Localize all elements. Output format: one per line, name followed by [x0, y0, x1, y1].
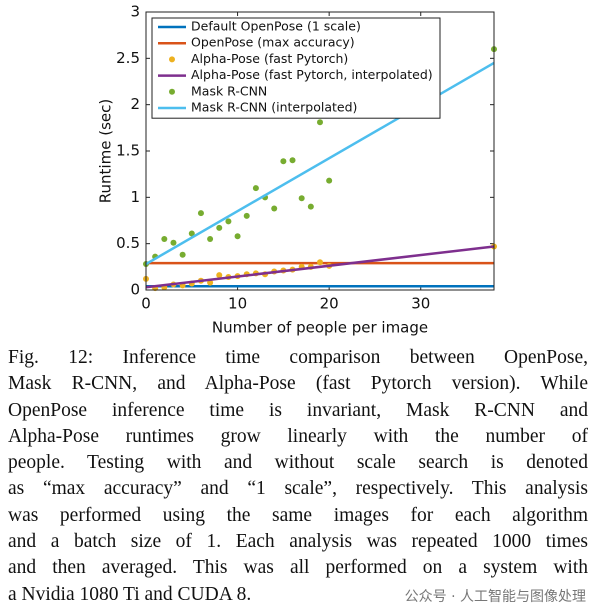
legend-label: Default OpenPose (1 scale) [191, 19, 361, 34]
legend-label: Alpha-Pose (fast Pytorch) [191, 51, 348, 66]
data-point [234, 233, 241, 240]
data-point [179, 251, 186, 258]
legend-swatch [169, 56, 175, 63]
data-point [298, 195, 305, 202]
plot-frame [145, 11, 495, 291]
legend-label: OpenPose (max accuracy) [191, 35, 355, 50]
data-point [317, 119, 323, 126]
data-point [252, 185, 259, 192]
data-point [161, 236, 168, 243]
caption-line: Fig. 12: Inference time comparison betwe… [8, 347, 588, 368]
data-point [243, 212, 250, 219]
x-tick-label: 10 [228, 295, 247, 313]
y-tick-label: 2 [130, 95, 140, 113]
caption-line: and a batch size of 1. Each analysis was… [8, 531, 588, 553]
caption-line: a Nvidia 1080 Ti and CUDA 8. [8, 583, 252, 605]
y-tick-label: 1.5 [116, 142, 140, 160]
x-tick-label: 0 [141, 295, 151, 313]
data-point [317, 259, 323, 266]
data-point [307, 203, 314, 210]
watermark: 公众号 · 人工智能与图像处理 [404, 586, 586, 606]
series-line [145, 245, 495, 289]
data-point [188, 230, 195, 237]
y-tick-label: 0.5 [116, 234, 140, 252]
legend-box [151, 17, 441, 119]
data-point [216, 272, 223, 279]
data-point [280, 158, 287, 165]
data-point [197, 210, 204, 217]
data-point [225, 218, 232, 225]
data-point [216, 224, 223, 231]
y-tick-label: 2.5 [116, 49, 140, 67]
caption-line: Mask R-CNN, and Alpha-Pose (fast Pytorch… [8, 373, 588, 395]
caption-line: was performed using the same images for … [8, 504, 588, 526]
caption: Fig. 12: Inference time comparison betwe… [8, 345, 588, 608]
data-point [207, 236, 214, 243]
x-axis-label: Number of people per image [212, 319, 428, 337]
data-point [326, 177, 333, 184]
caption-line: people. Testing with and without scale s… [8, 452, 588, 474]
caption-line: and then averaged. This was all performe… [8, 557, 588, 579]
y-tick-label: 0 [130, 281, 140, 299]
y-tick-label: 1 [130, 188, 140, 206]
y-tick-label: 3 [130, 3, 140, 21]
data-point [289, 157, 296, 164]
caption-line: Alpha-Pose runtimes grow linearly with t… [8, 425, 588, 447]
legend-swatch [169, 88, 175, 95]
legend-label: Mask R-CNN [191, 83, 267, 98]
data-point [170, 239, 177, 246]
caption-line: OpenPose inference time is invariant, Ma… [8, 399, 588, 421]
legend-label: Alpha-Pose (fast Pytorch, interpolated) [191, 67, 433, 82]
legend-label: Mask R-CNN (interpolated) [191, 100, 357, 115]
data-point [271, 205, 278, 212]
caption-line: as “max accuracy” and “1 scale”, respect… [8, 478, 588, 500]
x-tick-label: 20 [320, 295, 339, 313]
y-axis-label: Runtime (sec) [97, 99, 115, 203]
x-tick-label: 30 [411, 295, 430, 313]
